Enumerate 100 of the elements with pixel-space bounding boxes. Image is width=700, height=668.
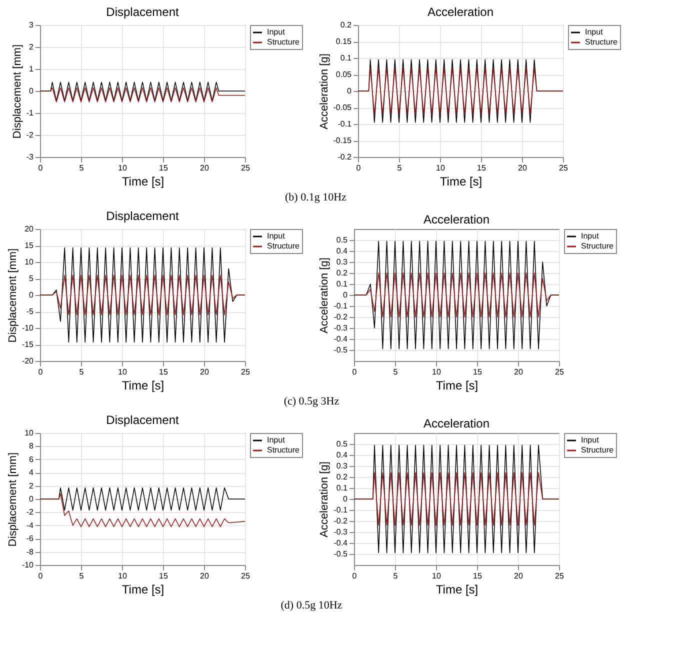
y-tick-label: 0: [343, 290, 348, 300]
chart-title: Acceleration: [423, 212, 490, 226]
y-tick-label: 10: [24, 428, 34, 438]
y-tick-label: -5: [26, 307, 34, 316]
y-tick-label: 0.3: [336, 258, 348, 266]
x-axis-title: Time [s]: [436, 582, 478, 596]
legend-label: Input: [581, 232, 600, 240]
y-tick-label: -0.1: [334, 506, 348, 514]
y-tick-label: -10: [22, 324, 34, 332]
legend-label: Structure: [267, 242, 300, 250]
legend-label: Input: [585, 28, 604, 36]
line-series: [40, 493, 246, 528]
line-series: [354, 272, 560, 318]
x-tick-label: 10: [118, 572, 128, 580]
y-tick-label: -15: [22, 340, 34, 349]
y-axis-title: Displacement [mm]: [11, 44, 24, 139]
y-tick-label: 10: [24, 258, 34, 266]
x-tick-label: 25: [559, 164, 568, 172]
text: (d) 0.5g 10Hz: [280, 600, 342, 612]
x-tick-label: 20: [518, 164, 528, 172]
x-axis-title: Time [s]: [122, 174, 164, 188]
x-tick-label: 5: [79, 368, 84, 376]
y-tick-label: -10: [22, 560, 34, 570]
line-series: [40, 274, 246, 316]
x-tick-label: 20: [514, 572, 524, 580]
x-tick-label: 15: [159, 572, 168, 580]
x-tick-label: 5: [397, 164, 402, 172]
y-tick-label: 0.1: [336, 280, 348, 288]
x-tick-label: 15: [473, 368, 482, 376]
x-tick-label: 25: [555, 572, 564, 580]
x-tick-label: 0: [38, 368, 44, 376]
y-tick-label: 0.05: [336, 70, 352, 79]
x-tick-label: 0: [356, 164, 362, 172]
y-tick-label: -0.05: [333, 103, 352, 112]
x-tick-label: 10: [118, 368, 128, 376]
x-axis-title: Time [s]: [122, 378, 164, 392]
y-tick-label: -0.2: [338, 152, 352, 162]
x-tick-label: 20: [200, 368, 210, 376]
y-tick-label: 0.2: [340, 20, 352, 30]
legend-label: Input: [267, 232, 286, 240]
x-tick-label: 25: [241, 572, 250, 580]
x-tick-label: 5: [79, 164, 84, 172]
x-axis-title: Time [s]: [440, 174, 482, 188]
y-axis-title: Displacement [mm]: [6, 452, 19, 547]
y-tick-label: 0.2: [336, 268, 348, 278]
legend-label: Structure: [267, 38, 300, 46]
text: (b) 0.1g 10Hz: [284, 192, 347, 204]
y-axis-title: Acceleration [g]: [318, 258, 331, 334]
y-tick-label: -0.1: [334, 302, 348, 310]
legend-label: Input: [267, 436, 286, 444]
x-tick-label: 25: [241, 164, 250, 172]
y-tick-label: -0.5: [334, 346, 348, 354]
x-tick-label: 5: [393, 572, 398, 580]
y-tick-label: 8: [29, 442, 34, 451]
chart-title: Acceleration: [427, 5, 494, 19]
y-tick-label: -2: [26, 130, 34, 140]
x-tick-label: 0: [38, 164, 44, 172]
y-tick-label: -0.4: [334, 334, 348, 344]
x-tick-label: 10: [118, 164, 128, 172]
x-tick-label: 20: [200, 164, 210, 172]
x-tick-label: 0: [38, 572, 44, 580]
y-tick-label: -1: [26, 108, 34, 118]
y-tick-label: 0.5: [336, 236, 348, 244]
legend-label: Input: [267, 28, 286, 36]
x-tick-label: 15: [473, 572, 482, 580]
y-axis-title: Displacement [mm]: [6, 248, 19, 343]
y-tick-label: 15: [24, 241, 34, 250]
x-tick-label: 20: [200, 572, 210, 580]
y-tick-label: 0: [343, 494, 348, 504]
y-tick-label: -0.2: [334, 312, 348, 322]
y-tick-label: -3: [26, 152, 34, 162]
legend-label: Structure: [267, 446, 300, 454]
chart-title: Acceleration: [423, 416, 490, 430]
x-tick-label: 20: [514, 368, 524, 376]
y-tick-label: -0.1: [338, 120, 352, 128]
chart-title: Displacement: [106, 5, 180, 19]
y-axis-title: Acceleration [g]: [318, 462, 331, 538]
y-tick-label: 0.2: [336, 472, 348, 482]
y-tick-label: 0.5: [336, 440, 348, 448]
y-tick-label: -0.3: [334, 324, 348, 332]
y-tick-label: 0.15: [336, 37, 352, 46]
y-tick-label: -6: [26, 534, 34, 544]
y-tick-label: 2: [29, 481, 34, 490]
y-tick-label: -2: [26, 508, 34, 517]
y-tick-label: 6: [29, 454, 34, 464]
y-tick-label: -20: [22, 356, 34, 366]
y-tick-label: 0.1: [340, 54, 352, 62]
legend-label: Structure: [585, 38, 618, 46]
y-axis-title: Acceleration [g]: [318, 54, 330, 130]
legend-label: Structure: [581, 242, 614, 250]
y-tick-label: 0.4: [336, 450, 348, 460]
y-tick-label: 2: [29, 42, 34, 52]
x-axis-title: Time [s]: [122, 582, 164, 596]
legend-label: Structure: [581, 446, 614, 454]
y-tick-label: 0: [347, 86, 352, 96]
y-tick-label: -0.2: [334, 516, 348, 526]
y-tick-label: 4: [29, 468, 34, 478]
chart-title: Displacement: [106, 209, 180, 223]
x-tick-label: 25: [555, 368, 564, 376]
y-tick-label: 20: [24, 224, 34, 234]
